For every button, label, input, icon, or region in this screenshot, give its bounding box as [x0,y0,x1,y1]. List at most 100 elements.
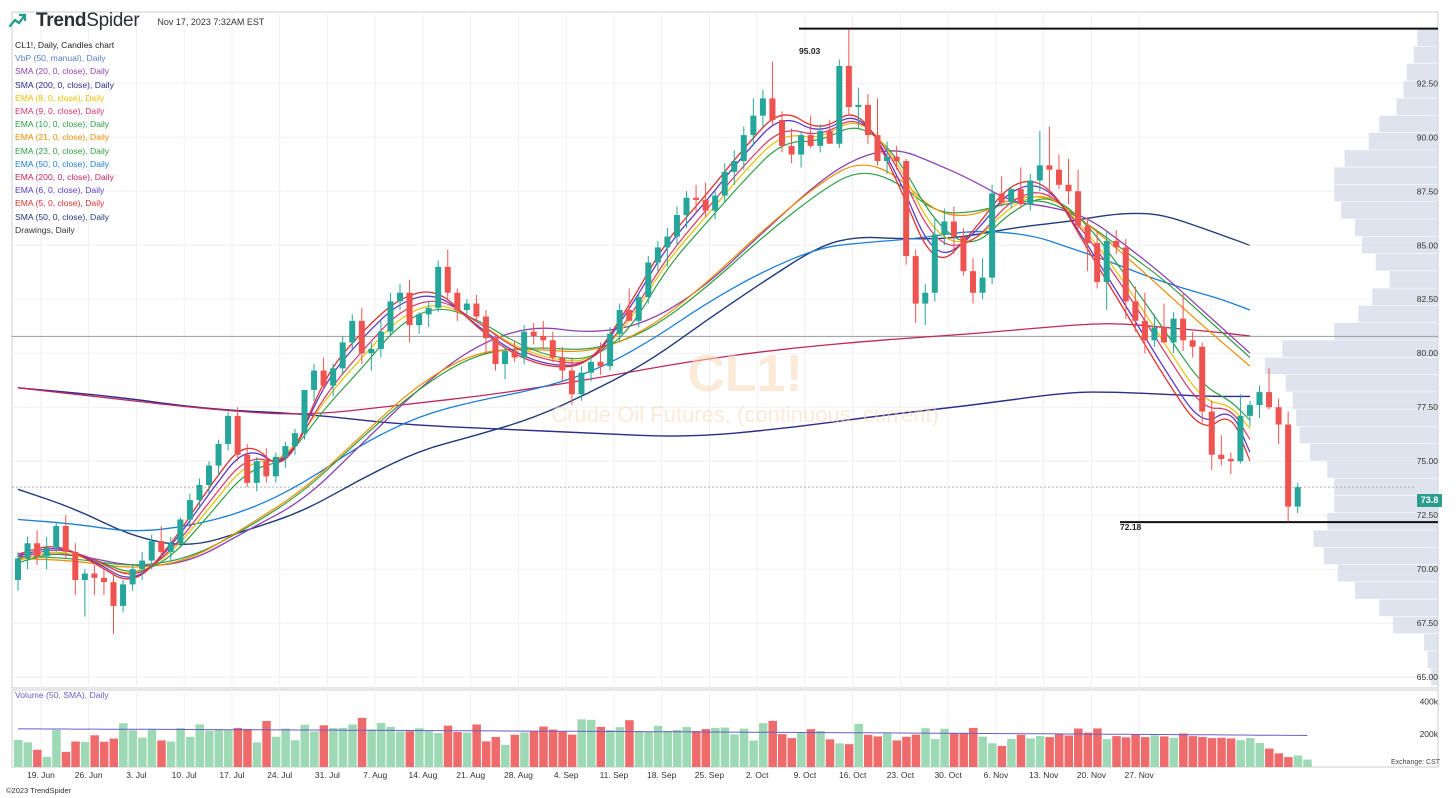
legend-item[interactable]: EMA (8, 0, close), Daily [15,92,105,103]
candle[interactable] [845,29,852,116]
legend-item[interactable]: EMA (200, 0, close), Daily [15,172,114,183]
candle[interactable] [540,320,547,349]
candle[interactable] [712,191,719,220]
legend-item[interactable]: SMA (50, 0, close), Daily [15,211,110,222]
candle[interactable] [893,145,900,170]
legend-item[interactable]: EMA (23, 0, close), Daily [15,145,110,156]
candle[interactable] [626,288,633,321]
candle[interactable] [1161,303,1167,343]
candle[interactable] [836,59,843,149]
candle[interactable] [1046,126,1053,198]
candle[interactable] [826,119,833,144]
legend-title[interactable]: CL1!, Daily, Candles chart [15,40,115,50]
candle[interactable] [998,176,1005,207]
candle[interactable] [263,448,270,483]
candle[interactable] [759,89,766,127]
candle[interactable] [530,323,537,345]
candle[interactable] [482,310,489,354]
candle[interactable] [1141,292,1148,354]
candle[interactable] [549,331,556,362]
candle[interactable] [1294,482,1301,514]
candle[interactable] [1036,130,1043,192]
candle[interactable] [206,461,212,494]
candle[interactable] [607,327,614,371]
legend-item[interactable]: EMA (9, 0, close), Daily [15,106,105,117]
legend-item[interactable]: Drawings, Daily [15,224,75,235]
candle[interactable] [931,219,938,302]
candle[interactable] [311,364,318,401]
volume-legend[interactable]: Volume (50, SMA), Daily [15,690,109,700]
candle[interactable] [740,126,747,170]
candle[interactable] [1285,411,1292,522]
candle[interactable] [731,150,738,185]
candle[interactable] [148,534,155,570]
candle[interactable] [912,249,919,324]
candle[interactable] [62,515,69,559]
candle[interactable] [1122,238,1129,319]
candle[interactable] [1199,342,1206,423]
candle[interactable] [1113,230,1120,254]
candle[interactable] [721,163,728,203]
candle[interactable] [511,340,518,362]
candle[interactable] [492,333,499,371]
candle[interactable] [34,530,41,565]
candle[interactable] [24,536,31,570]
candle[interactable] [406,279,413,343]
candle[interactable] [358,307,365,365]
candle[interactable] [425,301,432,328]
candle[interactable] [320,357,327,390]
legend-item[interactable]: EMA (21, 0, close), Daily [15,132,110,143]
candle[interactable] [377,320,384,358]
candle[interactable] [1208,400,1215,470]
candle[interactable] [673,206,680,246]
candle[interactable] [1218,435,1225,466]
candle[interactable] [463,299,470,315]
candle[interactable] [1094,232,1101,289]
candle[interactable] [1151,314,1158,347]
candle[interactable] [683,191,690,228]
candle[interactable] [120,580,127,613]
candle[interactable] [922,284,929,326]
candle[interactable] [588,355,594,382]
candle[interactable] [1017,167,1024,209]
candle[interactable] [559,346,566,382]
candle[interactable] [1103,232,1110,311]
candle[interactable] [234,407,241,462]
candle[interactable] [884,141,891,174]
legend-item[interactable]: EMA (10, 0, close), Daily [15,119,110,130]
candle[interactable] [502,346,509,380]
candle[interactable] [473,294,480,321]
candle[interactable] [941,208,948,246]
candle[interactable] [960,227,967,276]
legend-item[interactable]: EMA (5, 0, close), Daily [15,198,105,209]
candle[interactable] [339,335,346,375]
candle[interactable] [53,521,60,552]
candle[interactable] [807,115,814,149]
candle[interactable] [186,493,193,527]
candle[interactable] [521,325,528,365]
candle[interactable] [1055,154,1062,190]
candle[interactable] [817,124,824,153]
candle[interactable] [435,260,442,313]
candle[interactable] [664,227,671,267]
candle[interactable] [349,314,356,349]
candle[interactable] [1275,398,1282,444]
candle[interactable] [855,87,862,129]
candle[interactable] [635,292,642,328]
candle[interactable] [1189,331,1196,358]
legend-item[interactable]: VbP (50, manual), Daily [15,53,106,64]
candle[interactable] [167,536,174,561]
candle[interactable] [129,564,136,591]
candle[interactable] [798,130,805,168]
candle[interactable] [616,303,623,343]
candle[interactable] [970,258,976,304]
candle[interactable] [72,543,79,596]
candle[interactable] [788,128,795,164]
candle[interactable] [578,366,585,401]
candle[interactable] [769,61,776,127]
candle[interactable] [301,389,308,440]
candle[interactable] [81,569,88,617]
candle[interactable] [244,443,251,488]
candle[interactable] [989,184,996,285]
